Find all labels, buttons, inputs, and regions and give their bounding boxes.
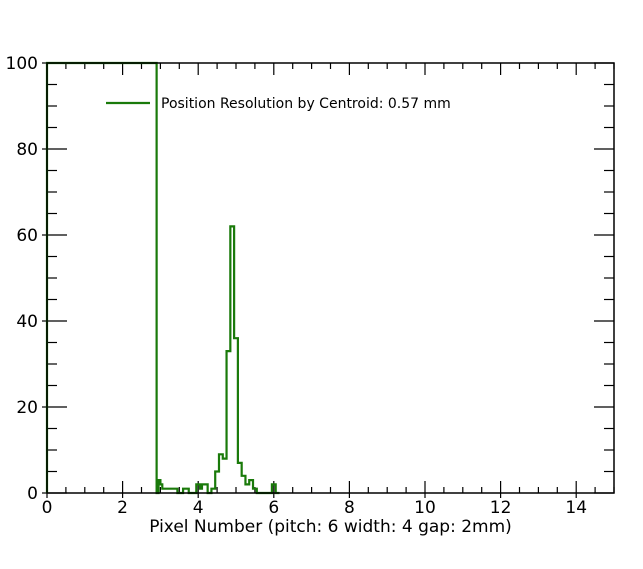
x-tick-label: 2 [117,498,128,518]
plot-frame [46,62,615,494]
series-step-line [45,61,280,495]
y-tick-label: 40 [16,312,38,332]
y-tick-label: 0 [27,484,38,504]
x-tick-labels: 0 2 4 6 8 10 12 14 [42,498,587,518]
x-tick-label: 10 [414,498,436,518]
legend: Position Resolution by Centroid: 0.57 mm [106,96,451,112]
x-tick-label: 6 [268,498,279,518]
y-tick-label: 60 [16,226,38,246]
y-tick-label: 100 [6,54,38,74]
x-tick-label: 8 [344,498,355,518]
legend-entry-label: Position Resolution by Centroid: 0.57 mm [161,96,451,112]
x-tick-label: 14 [565,498,587,518]
y-tick-labels: 0 20 40 60 80 100 [6,54,38,504]
x-axis-title: Pixel Number (pitch: 6 width: 4 gap: 2mm… [149,517,512,537]
y-tick-label: 80 [16,140,38,160]
series-layer [45,61,280,495]
ticks-layer [42,62,615,498]
x-tick-label: 0 [42,498,53,518]
y-tick-label: 20 [16,398,38,418]
x-tick-label: 12 [490,498,512,518]
x-tick-label: 4 [193,498,204,518]
